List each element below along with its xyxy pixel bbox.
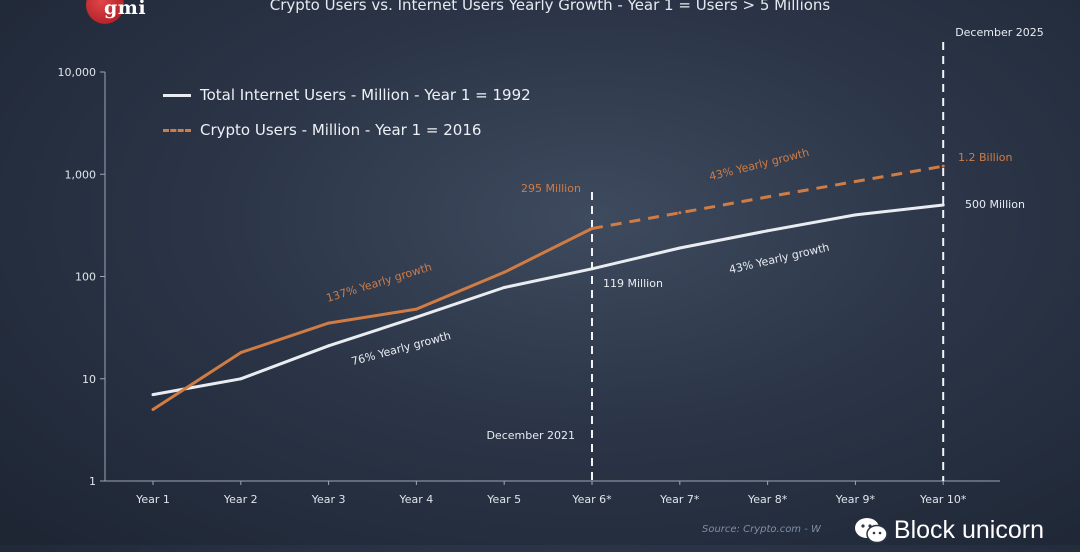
data-point-crypto [502, 270, 506, 274]
x-tick-label: Year 1 [135, 493, 170, 506]
y-tick-label: 10 [82, 373, 96, 386]
legend-crypto-label: Crypto Users - Million - Year 1 = 2016 [200, 121, 482, 139]
data-point-internet [766, 229, 770, 233]
series-line-crypto-actual [152, 227, 593, 411]
y-tick-label: 1,000 [65, 168, 97, 181]
x-tick-label: Year 10* [919, 493, 967, 506]
legend-internet-swatch [163, 93, 191, 97]
x-tick-label: Year 2 [223, 493, 258, 506]
data-point-internet [590, 267, 594, 271]
legend-internet: Total Internet Users - Million - Year 1 … [163, 86, 531, 104]
series-line-internet [152, 203, 944, 397]
annotation-crypto-late: 43% Yearly growth [708, 146, 811, 183]
chart-title: Crypto Users vs. Internet Users Yearly G… [269, 0, 831, 14]
data-point-crypto [151, 408, 155, 412]
data-point-internet [941, 203, 945, 207]
wechat-icon [854, 517, 888, 545]
legend-crypto-swatch [163, 128, 191, 132]
annotation-crypto-dec21: 295 Million [521, 182, 581, 195]
data-point-internet [327, 344, 331, 348]
annotation-internet-dec21: 119 Million [603, 277, 663, 290]
source-note: Source: Crypto.com - W [702, 524, 821, 535]
x-tick-label: Year 9* [835, 493, 876, 506]
data-point-crypto [766, 195, 770, 199]
data-point-crypto [590, 226, 594, 230]
watermark-brand: Block unicorn [854, 516, 1044, 545]
annotation-internet-dec25: 500 Million [965, 198, 1025, 211]
data-point-crypto [414, 307, 418, 311]
annotation-crypto-early: 137% Yearly growth [325, 260, 434, 304]
x-tick-label: Year 7* [659, 493, 700, 506]
data-point-crypto [327, 321, 331, 325]
x-tick-label: Year 6* [571, 493, 612, 506]
annotation-internet-late: 43% Yearly growth [728, 241, 831, 277]
x-tick-label: Year 4 [399, 493, 434, 506]
y-tick-label: 10,000 [58, 66, 97, 79]
x-tick-label: Year 5 [486, 493, 521, 506]
data-point-internet [151, 393, 155, 397]
legend-crypto: Crypto Users - Million - Year 1 = 2016 [163, 121, 481, 139]
gmi-logo-text: gmi [104, 0, 147, 19]
y-tick-label: 100 [75, 271, 96, 284]
watermark-brand-text: Block unicorn [893, 516, 1044, 544]
data-point-internet [414, 315, 418, 319]
reference-line-label: December 2021 [486, 429, 575, 442]
x-tick-label: Year 8* [747, 493, 788, 506]
data-point-internet [502, 286, 506, 290]
data-point-crypto [853, 179, 857, 183]
data-point-internet [853, 213, 857, 217]
data-point-internet [239, 377, 243, 381]
legend-internet-label: Total Internet Users - Million - Year 1 … [200, 86, 531, 104]
data-point-crypto [678, 211, 682, 215]
annotation-crypto-dec25: 1.2 Billion [958, 151, 1012, 164]
x-tick-label: Year 3 [311, 493, 346, 506]
data-point-crypto [941, 164, 945, 168]
data-point-crypto [239, 351, 243, 355]
y-tick-label: 1 [89, 475, 96, 488]
data-point-internet [678, 246, 682, 250]
reference-line-label: December 2025 [955, 26, 1044, 39]
